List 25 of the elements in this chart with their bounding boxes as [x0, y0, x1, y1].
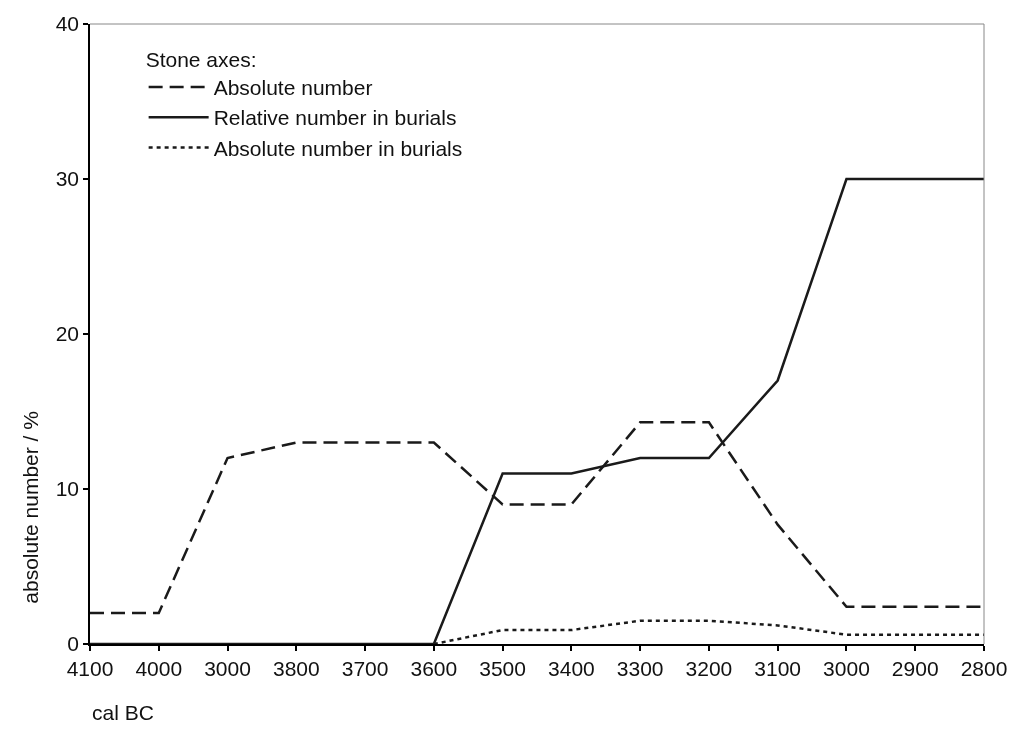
- y-tick-label: 10: [55, 477, 80, 501]
- y-tick-label: 0: [67, 632, 80, 656]
- legend-label: Absolute number: [213, 76, 373, 100]
- x-tick-label: 3800: [272, 656, 320, 680]
- legend-title: Stone axes:: [145, 47, 257, 71]
- legend-label: Absolute number in burials: [213, 136, 463, 160]
- x-tick-label: 3400: [548, 656, 595, 680]
- x-tick-label: 3600: [410, 656, 458, 680]
- x-tick-label: 2900: [891, 656, 939, 680]
- x-axis-title: cal BC: [92, 701, 154, 724]
- y-axis-title: absolute number / %: [18, 411, 42, 604]
- x-tick-label: 4000: [135, 656, 183, 680]
- x-tick-label: 3500: [479, 656, 526, 680]
- x-tick-label: 3300: [616, 656, 664, 680]
- x-tick-label: 3000: [823, 656, 870, 680]
- x-tick-label: 3700: [341, 656, 389, 680]
- y-tick-label: 30: [55, 167, 80, 191]
- y-tick-label: 20: [55, 322, 80, 346]
- x-tick-label: 3200: [685, 656, 733, 680]
- x-tick-label: 3000: [204, 656, 251, 680]
- x-tick-label: 3100: [754, 656, 802, 680]
- legend-label: Relative number in burials: [213, 106, 457, 130]
- x-tick-label: 4100: [66, 656, 114, 680]
- x-tick-label: 2800: [960, 656, 1008, 680]
- y-tick-label: 40: [55, 12, 80, 36]
